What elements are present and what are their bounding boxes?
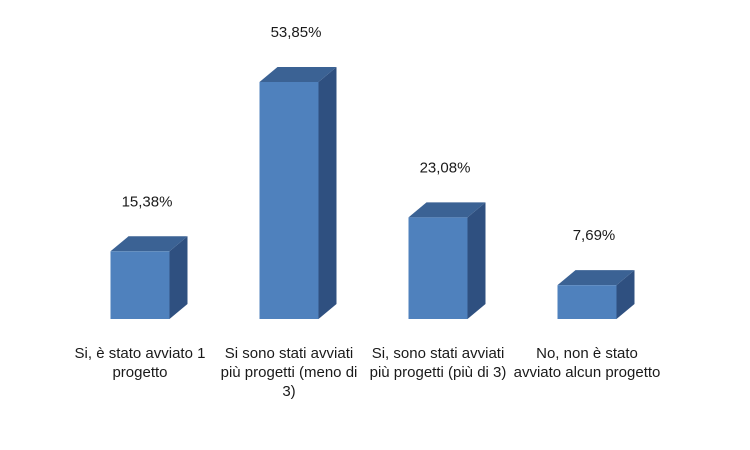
bar-3 — [408, 202, 486, 319]
bar-1 — [110, 236, 188, 319]
category-label-4: No, non è stato avviato alcun progetto — [513, 345, 661, 381]
bar-front-face — [259, 82, 319, 319]
bar-front-face — [408, 217, 468, 319]
data-label-1: 15,38% — [122, 193, 173, 210]
bar-2 — [259, 67, 337, 319]
data-label-3: 23,08% — [420, 159, 471, 176]
category-label-3: Si, sono stati avviati più progetti (più… — [369, 345, 507, 381]
bar-side-face — [616, 270, 635, 319]
bar-side-face — [318, 67, 337, 319]
bar-side-face — [169, 236, 188, 319]
category-label-2: Si sono stati avviati più progetti (meno… — [220, 345, 358, 400]
bar-4 — [557, 270, 635, 319]
bar-side-face — [467, 202, 486, 319]
category-label-1: Si, è stato avviato 1 progetto — [74, 345, 206, 381]
bar-top-face — [408, 202, 486, 218]
bar-top-face — [259, 67, 337, 82]
data-label-2: 53,85% — [271, 24, 322, 41]
bar-top-face — [557, 270, 635, 286]
bar-top-face — [110, 236, 188, 252]
bar-front-face — [557, 285, 617, 319]
bar-front-face — [110, 251, 170, 319]
data-label-4: 7,69% — [573, 227, 616, 244]
